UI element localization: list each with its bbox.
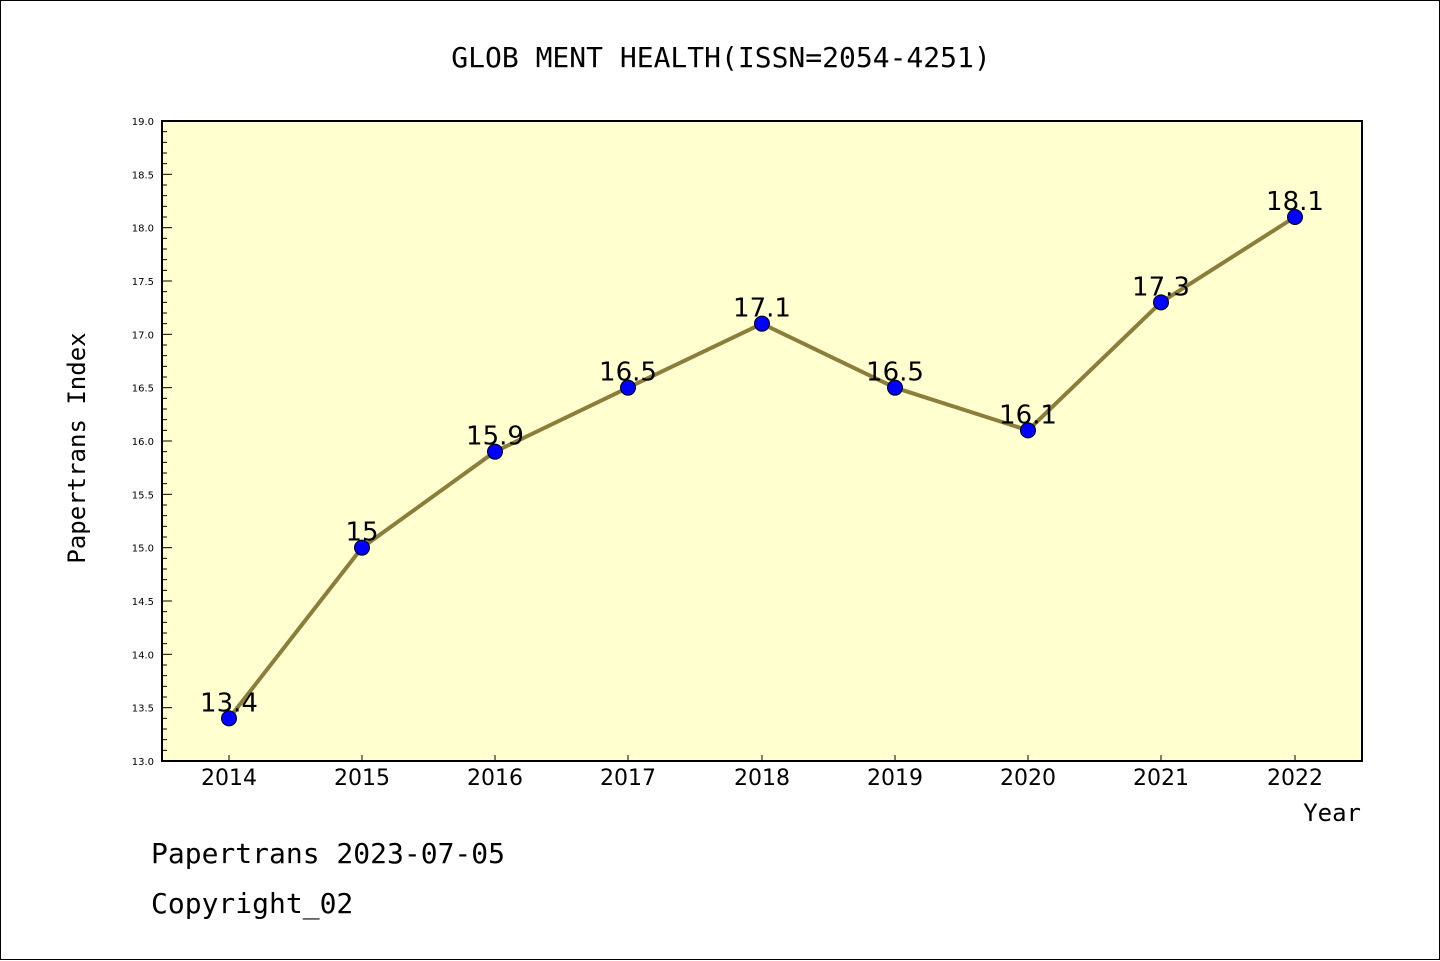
x-tick-label: 2020 — [1000, 766, 1056, 791]
data-point — [487, 443, 503, 460]
data-point — [1020, 422, 1036, 439]
y-tick-label: 15.5 — [132, 490, 154, 501]
y-tick-label: 17.0 — [132, 330, 154, 341]
series-layer: 13.4 15 15.9 16.5 17.1 16.5 16.1 17.3 18.1 — [200, 187, 1324, 727]
x-tick-label: 2018 — [734, 766, 790, 791]
data-label: 15.9 — [466, 422, 524, 452]
x-tick-label: 2022 — [1267, 766, 1323, 791]
y-tick-label: 15.0 — [132, 544, 154, 555]
data-label: 17.1 — [733, 294, 791, 324]
data-point — [221, 710, 237, 727]
data-point — [620, 379, 636, 396]
data-label: 17.3 — [1132, 272, 1190, 302]
y-tick-label: 18.5 — [132, 170, 154, 181]
data-label: 18.1 — [1266, 187, 1324, 217]
footer-date: Papertrans 2023-07-05 — [151, 837, 506, 870]
data-point — [887, 379, 903, 396]
y-tick-label: 16.5 — [132, 384, 154, 395]
data-label: 15 — [345, 518, 378, 548]
plot-border — [161, 120, 1363, 762]
y-tick-label: 14.0 — [132, 650, 154, 661]
data-point — [1287, 209, 1303, 225]
data-label: 13.4 — [200, 688, 258, 718]
y-tick-label: 13.0 — [132, 757, 154, 768]
x-tick-label: 2019 — [867, 766, 923, 791]
y-axis-label: Papertrans Index — [63, 332, 91, 563]
chart-title: GLOB MENT HEALTH(ISSN=2054-4251) — [451, 41, 990, 74]
axis-ticks: 13.0 13.5 14.0 14.5 15.0 15.5 16.0 16.5 17.0 17.5… — [132, 117, 1323, 791]
data-point — [1153, 294, 1169, 311]
x-axis-label: Year — [1303, 799, 1361, 827]
data-label: 16.5 — [866, 358, 924, 388]
plot-area — [162, 121, 1362, 761]
x-tick-label: 2014 — [201, 766, 257, 791]
y-tick-label: 16.0 — [132, 437, 154, 448]
x-tick-label: 2021 — [1133, 766, 1189, 791]
data-point — [754, 315, 770, 332]
data-label: 16.1 — [999, 400, 1057, 430]
y-tick-label: 14.5 — [132, 597, 154, 608]
data-point — [354, 539, 370, 556]
y-tick-label: 17.5 — [132, 277, 154, 288]
x-tick-label: 2016 — [467, 766, 523, 791]
footer-copyright: Copyright_02 — [151, 887, 354, 920]
y-tick-label: 19.0 — [132, 117, 154, 128]
data-label: 16.5 — [599, 358, 657, 388]
x-tick-label: 2015 — [334, 766, 390, 791]
y-tick-label: 18.0 — [132, 224, 154, 235]
y-tick-label: 13.5 — [132, 704, 154, 715]
x-tick-label: 2017 — [600, 766, 656, 791]
